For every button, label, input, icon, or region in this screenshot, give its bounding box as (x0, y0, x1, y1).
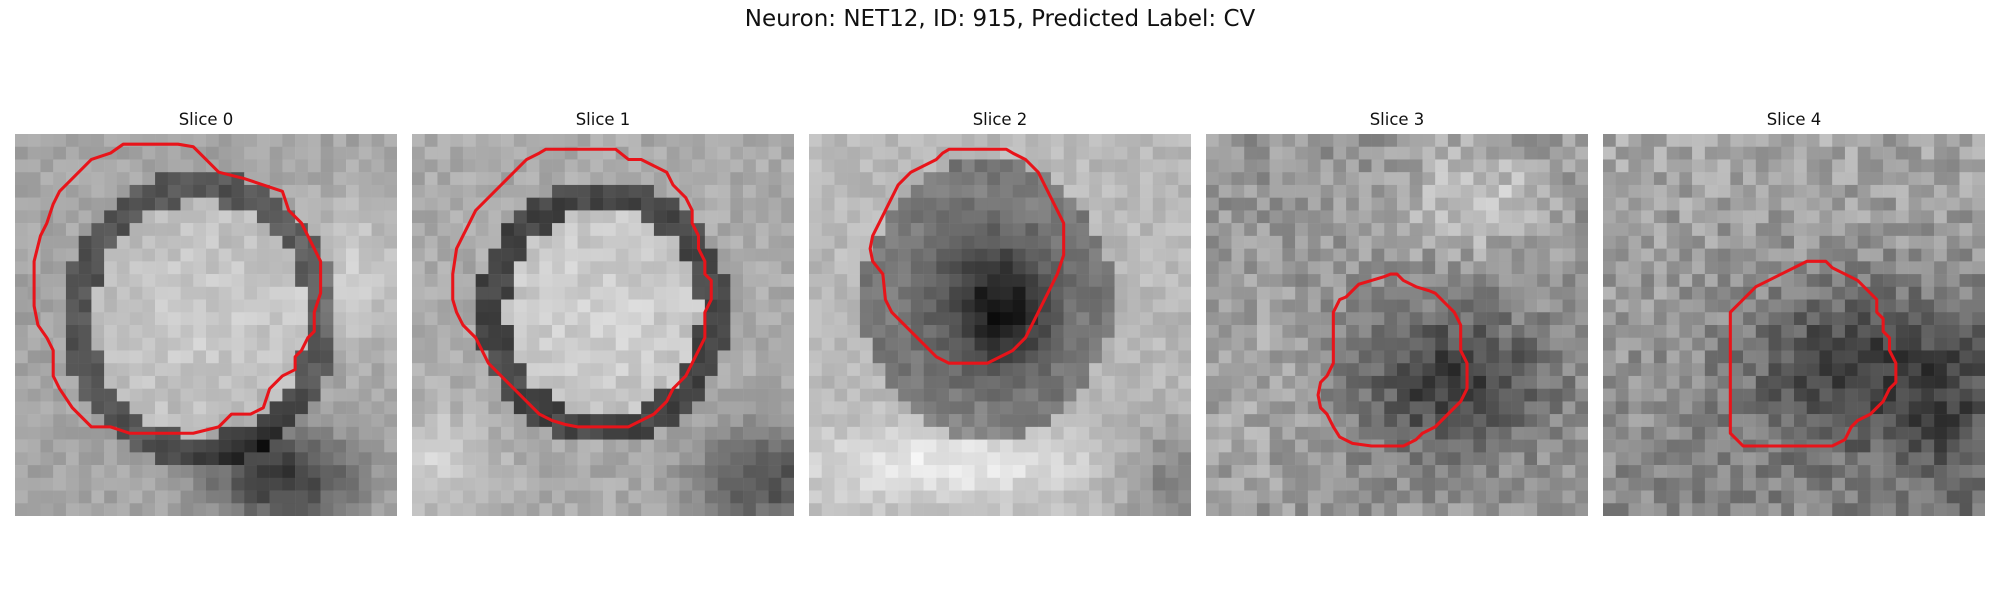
slice-image-3 (1206, 134, 1588, 516)
segmentation-contour-0 (32, 142, 323, 435)
slice-image-2 (809, 134, 1191, 516)
slice-panel-1: Slice 1 (412, 108, 794, 516)
slice-title-0: Slice 0 (178, 110, 234, 129)
segmentation-contour-4 (1728, 259, 1898, 448)
slice-panel-2: Slice 2 (809, 108, 1191, 516)
slice-panel-4: Slice 4 (1603, 108, 1985, 516)
segmentation-contour-3 (1316, 272, 1469, 448)
figure-title: Neuron: NET12, ID: 915, Predicted Label:… (744, 6, 1256, 32)
slice-image-1 (412, 134, 794, 516)
slice-title-3: Slice 3 (1369, 110, 1425, 129)
slice-panel-3: Slice 3 (1206, 108, 1588, 516)
segmentation-contour-2 (868, 147, 1066, 365)
slice-title-2: Slice 2 (972, 110, 1028, 129)
segmentation-contour-1 (451, 147, 713, 429)
slice-image-0 (15, 134, 397, 516)
slice-title-1: Slice 1 (575, 110, 631, 129)
slice-image-4 (1603, 134, 1985, 516)
slice-title-4: Slice 4 (1766, 110, 1822, 129)
slice-panel-0: Slice 0 (15, 108, 397, 516)
